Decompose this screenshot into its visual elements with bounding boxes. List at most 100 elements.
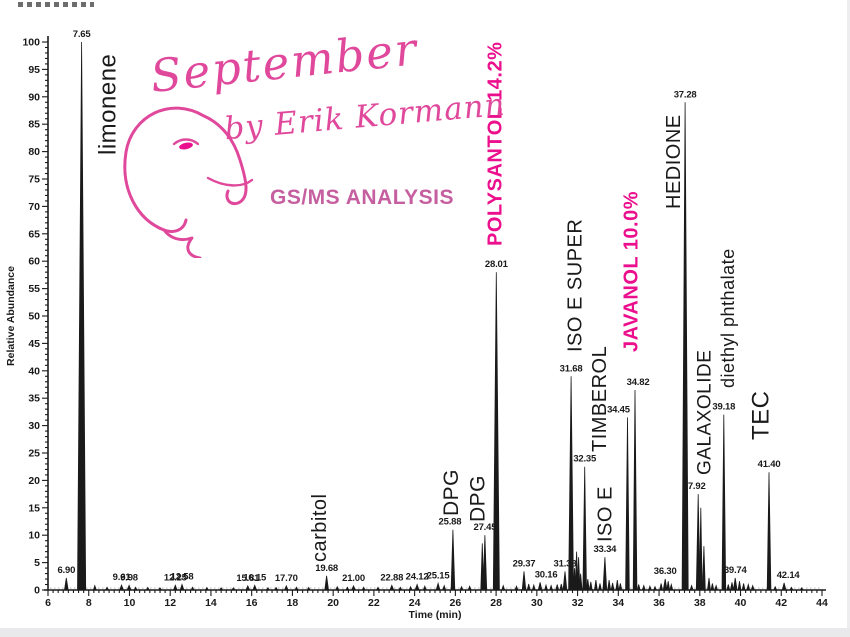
peak-retention-time-label: 12.25 <box>164 572 188 583</box>
compound-label: limonene <box>95 54 122 155</box>
compound-label: POLYSANTOL 14.2% <box>484 42 506 246</box>
y-tick-label: 35 <box>28 393 40 405</box>
peak <box>647 585 652 591</box>
peak <box>537 582 543 591</box>
peak-retention-time-label: 28.01 <box>485 259 509 270</box>
y-axis-ticks: 0 5 10 15 20 25 30 35 40 45 50 55 60 65 70 75 80 85 90 95 10… <box>22 37 48 597</box>
x-axis-title: Time (min) <box>409 609 462 621</box>
peak-retention-time-label: 15.81 <box>236 573 260 584</box>
peak-retention-time-label: 27.45 <box>474 522 498 533</box>
peak <box>450 529 456 591</box>
peak-retention-time-label: 17.70 <box>275 573 298 584</box>
y-tick-label: 40 <box>28 365 40 377</box>
peak <box>721 414 727 591</box>
peak <box>607 580 612 591</box>
x-tick-label: 12 <box>164 597 176 609</box>
peak-retention-time-label: 9.61 <box>113 572 132 583</box>
peak <box>283 584 289 591</box>
x-tick-label: 14 <box>205 597 217 609</box>
peak <box>594 580 598 591</box>
compound-label: ISO E <box>595 486 617 542</box>
compound-annotations: limonene carbitol DPG DPG POLYSANTOL 14.2% IS… <box>95 42 775 562</box>
peak-retention-time-label: 36.30 <box>654 566 677 577</box>
y-tick-label: 90 <box>28 91 40 103</box>
right-scan-strip <box>847 0 850 637</box>
peak <box>274 586 279 591</box>
peak <box>179 583 185 591</box>
peak <box>576 557 581 591</box>
peak <box>422 585 427 591</box>
peak <box>582 466 587 591</box>
compound-label: JAVANOL 10.0% <box>621 191 643 352</box>
peak-retention-time-label: 12.58 <box>171 572 194 583</box>
peak-retention-time-label: 24.12 <box>406 572 429 583</box>
peak <box>681 102 689 591</box>
peak <box>714 584 719 591</box>
x-tick-label: 16 <box>246 597 258 609</box>
x-tick-label: 26 <box>450 597 462 609</box>
peak-retention-time-label: 34.82 <box>627 377 650 388</box>
x-tick-label: 42 <box>775 597 787 609</box>
peak <box>252 584 258 591</box>
peak <box>482 535 488 591</box>
x-tick-label: 32 <box>572 597 584 609</box>
peak <box>521 571 527 591</box>
peak <box>361 586 366 591</box>
peak <box>578 573 583 591</box>
peak <box>442 584 447 591</box>
peak <box>119 583 124 591</box>
peak-retention-time-label: 19.68 <box>315 563 338 574</box>
peak <box>157 587 163 591</box>
elephant-logo-icon <box>123 106 254 258</box>
y-tick-label: 70 <box>28 201 40 213</box>
peak <box>480 543 485 591</box>
peak <box>726 584 731 591</box>
peak <box>710 583 715 591</box>
y-tick-label: 45 <box>28 338 40 350</box>
peak <box>544 583 548 591</box>
peak <box>526 583 531 591</box>
peak <box>324 575 329 591</box>
peak <box>549 584 554 591</box>
peak <box>218 587 224 591</box>
peak <box>294 586 299 591</box>
x-tick-label: 20 <box>327 597 339 609</box>
peak <box>145 586 150 591</box>
peak <box>598 583 602 591</box>
peak <box>204 586 209 591</box>
compound-label: carbitol <box>309 494 331 562</box>
x-tick-label: 24 <box>409 597 421 609</box>
peak-retention-time-label: 29.37 <box>513 558 536 569</box>
x-axis-ticks: 6 8 10 12 14 16 18 20 22 24 26 28 30 32 34 36 38 40 42 44 <box>45 590 828 609</box>
peak-retention-time-label: 31.68 <box>560 363 583 374</box>
x-tick-label: 6 <box>45 597 51 609</box>
peak <box>662 578 668 591</box>
y-tick-label: 65 <box>28 228 40 240</box>
x-tick-label: 8 <box>86 597 92 609</box>
peak-retention-time-label: 37.92 <box>683 481 706 492</box>
peak <box>92 584 97 591</box>
y-tick-label: 50 <box>28 311 40 323</box>
peak-retention-time-label: 16.15 <box>243 572 267 583</box>
peak <box>610 582 615 591</box>
peak <box>568 376 574 591</box>
peak <box>398 586 403 591</box>
compound-label: diethyl phthalate <box>718 248 738 388</box>
peak-retention-time-label: 37.28 <box>674 89 697 100</box>
peak-retention-time-label: 9.98 <box>120 572 138 583</box>
peak <box>245 584 251 591</box>
y-tick-label: 55 <box>28 283 40 295</box>
peak <box>190 586 195 591</box>
x-tick-label: 34 <box>612 597 624 609</box>
peak <box>408 585 413 591</box>
peak <box>133 586 138 591</box>
peak <box>695 494 701 591</box>
peak <box>414 583 420 591</box>
peak <box>467 585 472 591</box>
analysis-heading: GS/MS ANALYSIS <box>270 186 454 209</box>
peak <box>659 583 663 591</box>
bottom-scan-strip <box>0 628 850 637</box>
peak-retention-time-label: 7.65 <box>73 29 92 40</box>
peak <box>741 583 746 591</box>
